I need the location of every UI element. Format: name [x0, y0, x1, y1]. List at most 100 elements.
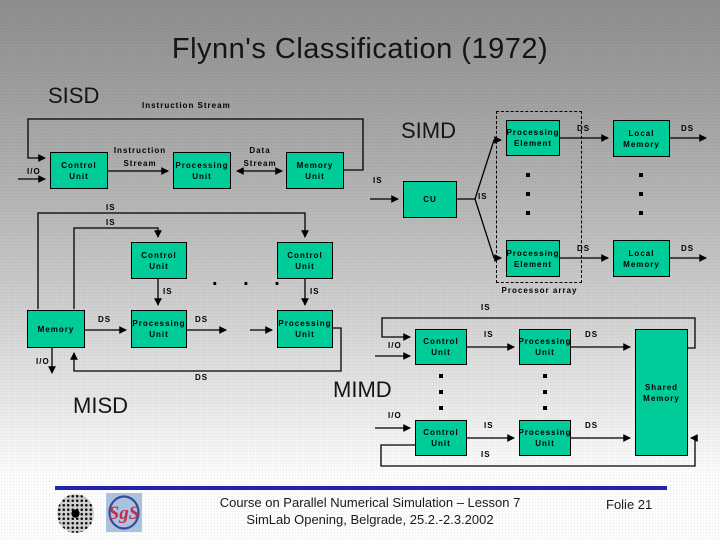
box-label: Processing	[518, 428, 572, 437]
box-label: Unit	[149, 261, 169, 271]
dot-circle-logo	[57, 494, 94, 533]
misd-is-label-2: IS	[106, 218, 116, 227]
simd-local-memory-2-box: Local Memory	[613, 240, 670, 277]
section-label-sisd: SISD	[48, 83, 100, 108]
box-label: Processing	[132, 319, 186, 328]
simd-is-label-branch: IS	[478, 192, 488, 201]
mimd-is-label-top: IS	[481, 303, 491, 312]
vertical-dots	[543, 374, 547, 410]
simd-ds-label-2: DS	[681, 124, 695, 133]
sisd-control-unit-box: Control Unit	[50, 152, 108, 189]
misd-is-label-3: IS	[163, 287, 173, 296]
simd-processing-element-1-box: Processing Element	[506, 120, 560, 156]
vertical-dots	[439, 374, 443, 410]
footer-caption: Course on Parallel Numerical Simulation …	[150, 494, 590, 528]
mimd-io-label-1: I/O	[388, 341, 402, 350]
box-label: Unit	[431, 348, 451, 357]
mimd-control-unit-2-box: Control Unit	[415, 420, 467, 456]
misd-memory-box: Memory	[27, 310, 85, 348]
simd-processing-element-2-box: Processing Element	[506, 240, 560, 277]
misd-is-label-1: IS	[106, 203, 116, 212]
footer-line-1: Course on Parallel Numerical Simulation …	[219, 495, 521, 510]
box-label: Processing	[518, 337, 572, 346]
sisd-processing-unit-box: Processing Unit	[173, 152, 231, 189]
box-label: Unit	[431, 439, 451, 448]
box-label: Unit	[535, 439, 555, 448]
box-label: CU	[423, 195, 437, 204]
sisd-memory-unit-box: Memory Unit	[286, 152, 344, 189]
misd-control-unit-2-box: Control Unit	[277, 242, 333, 279]
simd-local-memory-1-box: Local Memory	[613, 120, 670, 157]
box-label: Unit	[149, 330, 169, 339]
label-line: Data	[249, 146, 271, 155]
box-label: Shared	[644, 382, 679, 392]
section-label-simd: SIMD	[401, 118, 456, 143]
simd-processor-array-frame	[496, 111, 582, 283]
mimd-is-label-2: IS	[484, 421, 494, 430]
mimd-is-label-1: IS	[484, 330, 494, 339]
box-label: Local	[628, 128, 655, 138]
box-label: Processing	[506, 248, 560, 258]
svg-text:SgS: SgS	[109, 503, 140, 524]
misd-is-label-4: IS	[310, 287, 320, 296]
sisd-instruction-stream-label: Instruction Stream	[142, 101, 231, 110]
mimd-io-label-2: I/O	[388, 411, 402, 420]
footer-divider-bar	[55, 486, 667, 490]
sisd-io-label: I/O	[27, 167, 41, 176]
box-label: Control	[141, 250, 177, 260]
label-line: Stream	[243, 159, 277, 168]
box-label: Control	[287, 250, 323, 260]
simd-ds-label-3: DS	[577, 244, 591, 253]
box-label: Element	[513, 139, 553, 148]
mimd-control-unit-1-box: Control Unit	[415, 329, 467, 365]
sgs-logo-graphic: SgS	[108, 495, 140, 530]
slide-number: Folie 21	[606, 497, 653, 512]
footer-line-2: SimLab Opening, Belgrade, 25.2.-2.3.2002	[246, 512, 494, 527]
misd-ds-label-2: DS	[195, 315, 209, 324]
simd-is-label-in: IS	[373, 176, 383, 185]
box-label: Memory	[37, 324, 75, 334]
box-label: Memory	[643, 393, 680, 403]
box-label: Unit	[69, 171, 89, 181]
mimd-shared-memory-box: Shared Memory	[635, 329, 688, 456]
box-label: Unit	[295, 330, 315, 339]
misd-ds-label-1: DS	[98, 315, 112, 324]
misd-ds-label-3: DS	[195, 373, 209, 382]
misd-control-unit-1-box: Control Unit	[131, 242, 187, 279]
sgs-logo: SgS	[106, 493, 142, 532]
section-label-misd: MISD	[73, 393, 128, 418]
box-label: Memory	[623, 139, 660, 149]
section-label-mimd: MIMD	[333, 377, 392, 402]
box-label: Local	[628, 248, 655, 258]
box-label: Unit	[305, 171, 325, 181]
mimd-ds-label-2: DS	[585, 421, 599, 430]
page-title: Flynn's Classification (1972)	[171, 33, 549, 65]
box-label: Control	[423, 428, 459, 437]
mimd-is-label-bottom: IS	[481, 450, 491, 459]
simd-ds-label-1: DS	[577, 124, 591, 133]
mimd-processing-unit-1-box: Processing Unit	[518, 329, 572, 365]
simd-ds-label-4: DS	[681, 244, 695, 253]
box-label: Unit	[535, 348, 555, 357]
vertical-dots	[639, 173, 643, 215]
box-label: Processing	[278, 319, 332, 328]
box-label: Unit	[192, 171, 212, 181]
misd-ellipsis: . . .	[212, 268, 290, 290]
box-label: Element	[513, 259, 553, 269]
mimd-processing-unit-2-box: Processing Unit	[518, 420, 572, 456]
misd-processing-unit-2-box: Processing Unit	[277, 310, 333, 348]
box-label: Processing	[175, 160, 229, 170]
sisd-data-stream-arrow-label: Data Stream	[232, 144, 288, 170]
misd-io-label: I/O	[36, 357, 50, 366]
misd-processing-unit-1-box: Processing Unit	[131, 310, 187, 348]
simd-cu-box: CU	[403, 181, 457, 218]
label-line: Stream	[123, 159, 157, 168]
box-label: Control	[423, 337, 459, 346]
box-label: Control	[61, 160, 97, 170]
box-label: Unit	[295, 261, 315, 271]
box-label: Processing	[506, 128, 560, 137]
sisd-instruction-stream-arrow-label: Instruction Stream	[112, 144, 168, 170]
vertical-dots	[526, 173, 530, 215]
